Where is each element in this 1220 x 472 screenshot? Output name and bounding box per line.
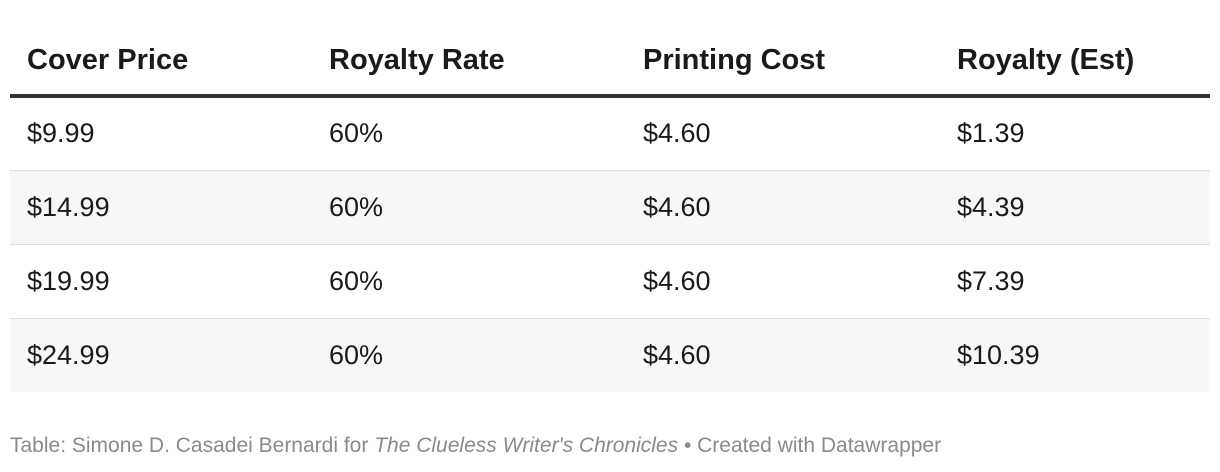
column-header-printing-cost[interactable]: Printing Cost xyxy=(626,26,940,98)
cell-royalty-est: $4.39 xyxy=(940,170,1210,245)
table-row: $19.99 60% $4.60 $7.39 xyxy=(10,244,1210,319)
column-header-cover-price[interactable]: Cover Price xyxy=(10,26,312,98)
royalty-table-container: Cover Price Royalty Rate Printing Cost R… xyxy=(10,26,1210,392)
table-body: $9.99 60% $4.60 $1.39 $14.99 60% $4.60 $… xyxy=(10,96,1210,392)
table-row: $24.99 60% $4.60 $10.39 xyxy=(10,318,1210,392)
cell-cover-price: $14.99 xyxy=(10,170,312,245)
column-header-royalty-rate[interactable]: Royalty Rate xyxy=(312,26,626,98)
cell-printing-cost: $4.60 xyxy=(626,318,940,392)
royalty-table: Cover Price Royalty Rate Printing Cost R… xyxy=(10,26,1210,392)
footer-prefix: Table: Simone D. Casadei Bernardi for xyxy=(10,434,375,457)
cell-royalty-rate: 60% xyxy=(312,244,626,319)
cell-royalty-rate: 60% xyxy=(312,170,626,245)
table-row: $9.99 60% $4.60 $1.39 xyxy=(10,96,1210,171)
cell-royalty-rate: 60% xyxy=(312,318,626,392)
footer-publication: The Clueless Writer's Chronicles xyxy=(374,434,679,457)
column-header-royalty-est[interactable]: Royalty (Est) xyxy=(940,26,1210,98)
table-source-footer: Table: Simone D. Casadei Bernardi for Th… xyxy=(10,434,941,458)
cell-printing-cost: $4.60 xyxy=(626,96,940,171)
cell-royalty-est: $7.39 xyxy=(940,244,1210,319)
footer-suffix: • Created with Datawrapper xyxy=(678,434,942,457)
cell-cover-price: $19.99 xyxy=(10,244,312,319)
cell-cover-price: $24.99 xyxy=(10,318,312,392)
table-row: $14.99 60% $4.60 $4.39 xyxy=(10,170,1210,245)
cell-royalty-est: $1.39 xyxy=(940,96,1210,171)
cell-printing-cost: $4.60 xyxy=(626,244,940,319)
cell-printing-cost: $4.60 xyxy=(626,170,940,245)
header-row: Cover Price Royalty Rate Printing Cost R… xyxy=(10,26,1210,98)
cell-royalty-rate: 60% xyxy=(312,96,626,171)
table-header: Cover Price Royalty Rate Printing Cost R… xyxy=(10,26,1210,98)
cell-royalty-est: $10.39 xyxy=(940,318,1210,392)
cell-cover-price: $9.99 xyxy=(10,96,312,171)
